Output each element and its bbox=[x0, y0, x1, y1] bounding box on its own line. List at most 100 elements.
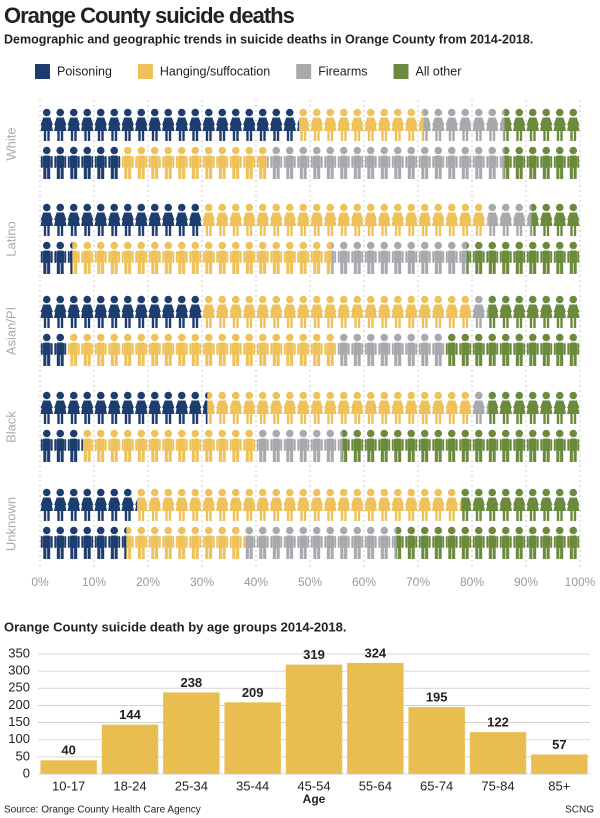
pictogram-segment bbox=[245, 526, 397, 560]
pictogram-segment bbox=[337, 333, 445, 367]
x-tick-label: 0% bbox=[31, 575, 49, 589]
y-tick-label: 300 bbox=[8, 663, 30, 678]
legend-label: Poisoning bbox=[57, 64, 112, 78]
pictogram-segment bbox=[72, 241, 332, 275]
category-label: Latino bbox=[3, 221, 18, 256]
pictogram-segment bbox=[40, 203, 202, 237]
pictogram-segment bbox=[40, 488, 138, 522]
x-tick-label: 25-34 bbox=[175, 778, 208, 793]
x-tick-label: 35-44 bbox=[236, 778, 269, 793]
y-tick-label: 100 bbox=[8, 731, 30, 746]
x-tick-label: 65-74 bbox=[420, 778, 453, 793]
x-tick-label: 18-24 bbox=[113, 778, 146, 793]
pictogram-segment bbox=[67, 333, 337, 367]
pictogram-segment bbox=[331, 241, 467, 275]
bar bbox=[101, 724, 159, 774]
value-label: 238 bbox=[180, 675, 202, 690]
y-tick-label: 250 bbox=[8, 680, 30, 695]
x-tick-label: 80% bbox=[460, 575, 484, 589]
main-title: Orange County suicide deaths bbox=[4, 3, 295, 28]
value-label: 40 bbox=[61, 743, 75, 758]
value-label: 319 bbox=[303, 647, 325, 662]
x-tick-label: 20% bbox=[136, 575, 160, 589]
pictogram-segment bbox=[504, 108, 580, 142]
pictogram-segment bbox=[40, 526, 127, 560]
credit: SCNG bbox=[565, 805, 594, 816]
legend-swatch bbox=[393, 64, 409, 79]
pictogram-segment bbox=[342, 429, 580, 463]
y-tick-label: 0 bbox=[23, 765, 30, 780]
bar bbox=[285, 664, 343, 774]
value-label: 195 bbox=[426, 690, 448, 705]
legend-swatch bbox=[35, 64, 50, 79]
pictogram-segment bbox=[126, 526, 246, 560]
source: Source: Orange County Health Care Agency bbox=[4, 805, 201, 816]
x-tick-label: 55-64 bbox=[359, 778, 392, 793]
pictogram-segment bbox=[40, 241, 73, 275]
pictogram-segment bbox=[40, 295, 202, 329]
value-label: 209 bbox=[242, 685, 264, 700]
subtitle: Demographic and geographic trends in sui… bbox=[4, 32, 533, 46]
legend-label: Hanging/suffocation bbox=[160, 64, 270, 78]
x-tick-label: 90% bbox=[514, 575, 538, 589]
y-tick-label: 150 bbox=[8, 714, 30, 729]
pictogram-segment bbox=[472, 295, 489, 329]
bar bbox=[531, 754, 588, 774]
legend-label: All other bbox=[416, 64, 462, 78]
value-label: 57 bbox=[552, 737, 566, 752]
pictogram-segment bbox=[207, 391, 472, 425]
x-tick-label: 100% bbox=[565, 575, 596, 589]
pictogram-segment bbox=[423, 108, 505, 142]
value-label: 144 bbox=[119, 707, 141, 722]
pictogram-segment bbox=[40, 333, 67, 367]
bar bbox=[40, 760, 97, 774]
x-tick-label: 10% bbox=[82, 575, 106, 589]
pictogram-segment bbox=[445, 333, 580, 367]
x-tick-label: 10-17 bbox=[52, 778, 85, 793]
y-tick-label: 200 bbox=[8, 697, 30, 712]
bar bbox=[408, 707, 465, 774]
pictogram-segment bbox=[121, 146, 267, 180]
pictogram-segment bbox=[466, 241, 580, 275]
pictogram-segment bbox=[256, 429, 343, 463]
pictogram-segment bbox=[504, 146, 580, 180]
pictogram-segment bbox=[488, 203, 532, 237]
x-tick-label: 85+ bbox=[548, 778, 570, 793]
x-tick-label: 75-84 bbox=[481, 778, 514, 793]
pictogram-segment bbox=[472, 391, 489, 425]
x-tick-label: 40% bbox=[244, 575, 268, 589]
y-tick-label: 350 bbox=[8, 645, 30, 660]
category-label: Asian/PI bbox=[3, 307, 18, 355]
legend-label: Firearms bbox=[318, 64, 367, 78]
y-tick-label: 50 bbox=[16, 748, 30, 763]
value-label: 324 bbox=[364, 645, 386, 660]
pictogram-segment bbox=[40, 146, 121, 180]
category-label: Unknown bbox=[3, 497, 18, 551]
pictogram-segment bbox=[40, 108, 300, 142]
pictogram-segment bbox=[461, 488, 580, 522]
bar bbox=[347, 662, 404, 774]
pictogram-segment bbox=[40, 391, 208, 425]
pictogram-segment bbox=[137, 488, 462, 522]
legend-swatch bbox=[296, 64, 312, 79]
value-label: 122 bbox=[487, 715, 509, 730]
category-label: White bbox=[3, 127, 18, 160]
pictogram-segment bbox=[299, 108, 424, 142]
x-tick-label: 30% bbox=[190, 575, 214, 589]
chart-title: Orange County suicide death by age group… bbox=[4, 619, 346, 634]
x-axis-label: Age bbox=[303, 792, 326, 806]
x-tick-label: 50% bbox=[298, 575, 322, 589]
pictogram-segment bbox=[531, 203, 580, 237]
bar bbox=[224, 702, 281, 774]
bar bbox=[469, 732, 527, 774]
category-label: Black bbox=[3, 411, 18, 443]
pictogram-segment bbox=[202, 295, 472, 329]
bar bbox=[163, 692, 220, 774]
legend-swatch bbox=[137, 64, 153, 79]
x-tick-label: 70% bbox=[406, 575, 430, 589]
pictogram-segment bbox=[396, 526, 580, 560]
pictogram-segment bbox=[488, 391, 580, 425]
pictogram-segment bbox=[83, 429, 256, 463]
pictogram-segment bbox=[40, 429, 84, 463]
